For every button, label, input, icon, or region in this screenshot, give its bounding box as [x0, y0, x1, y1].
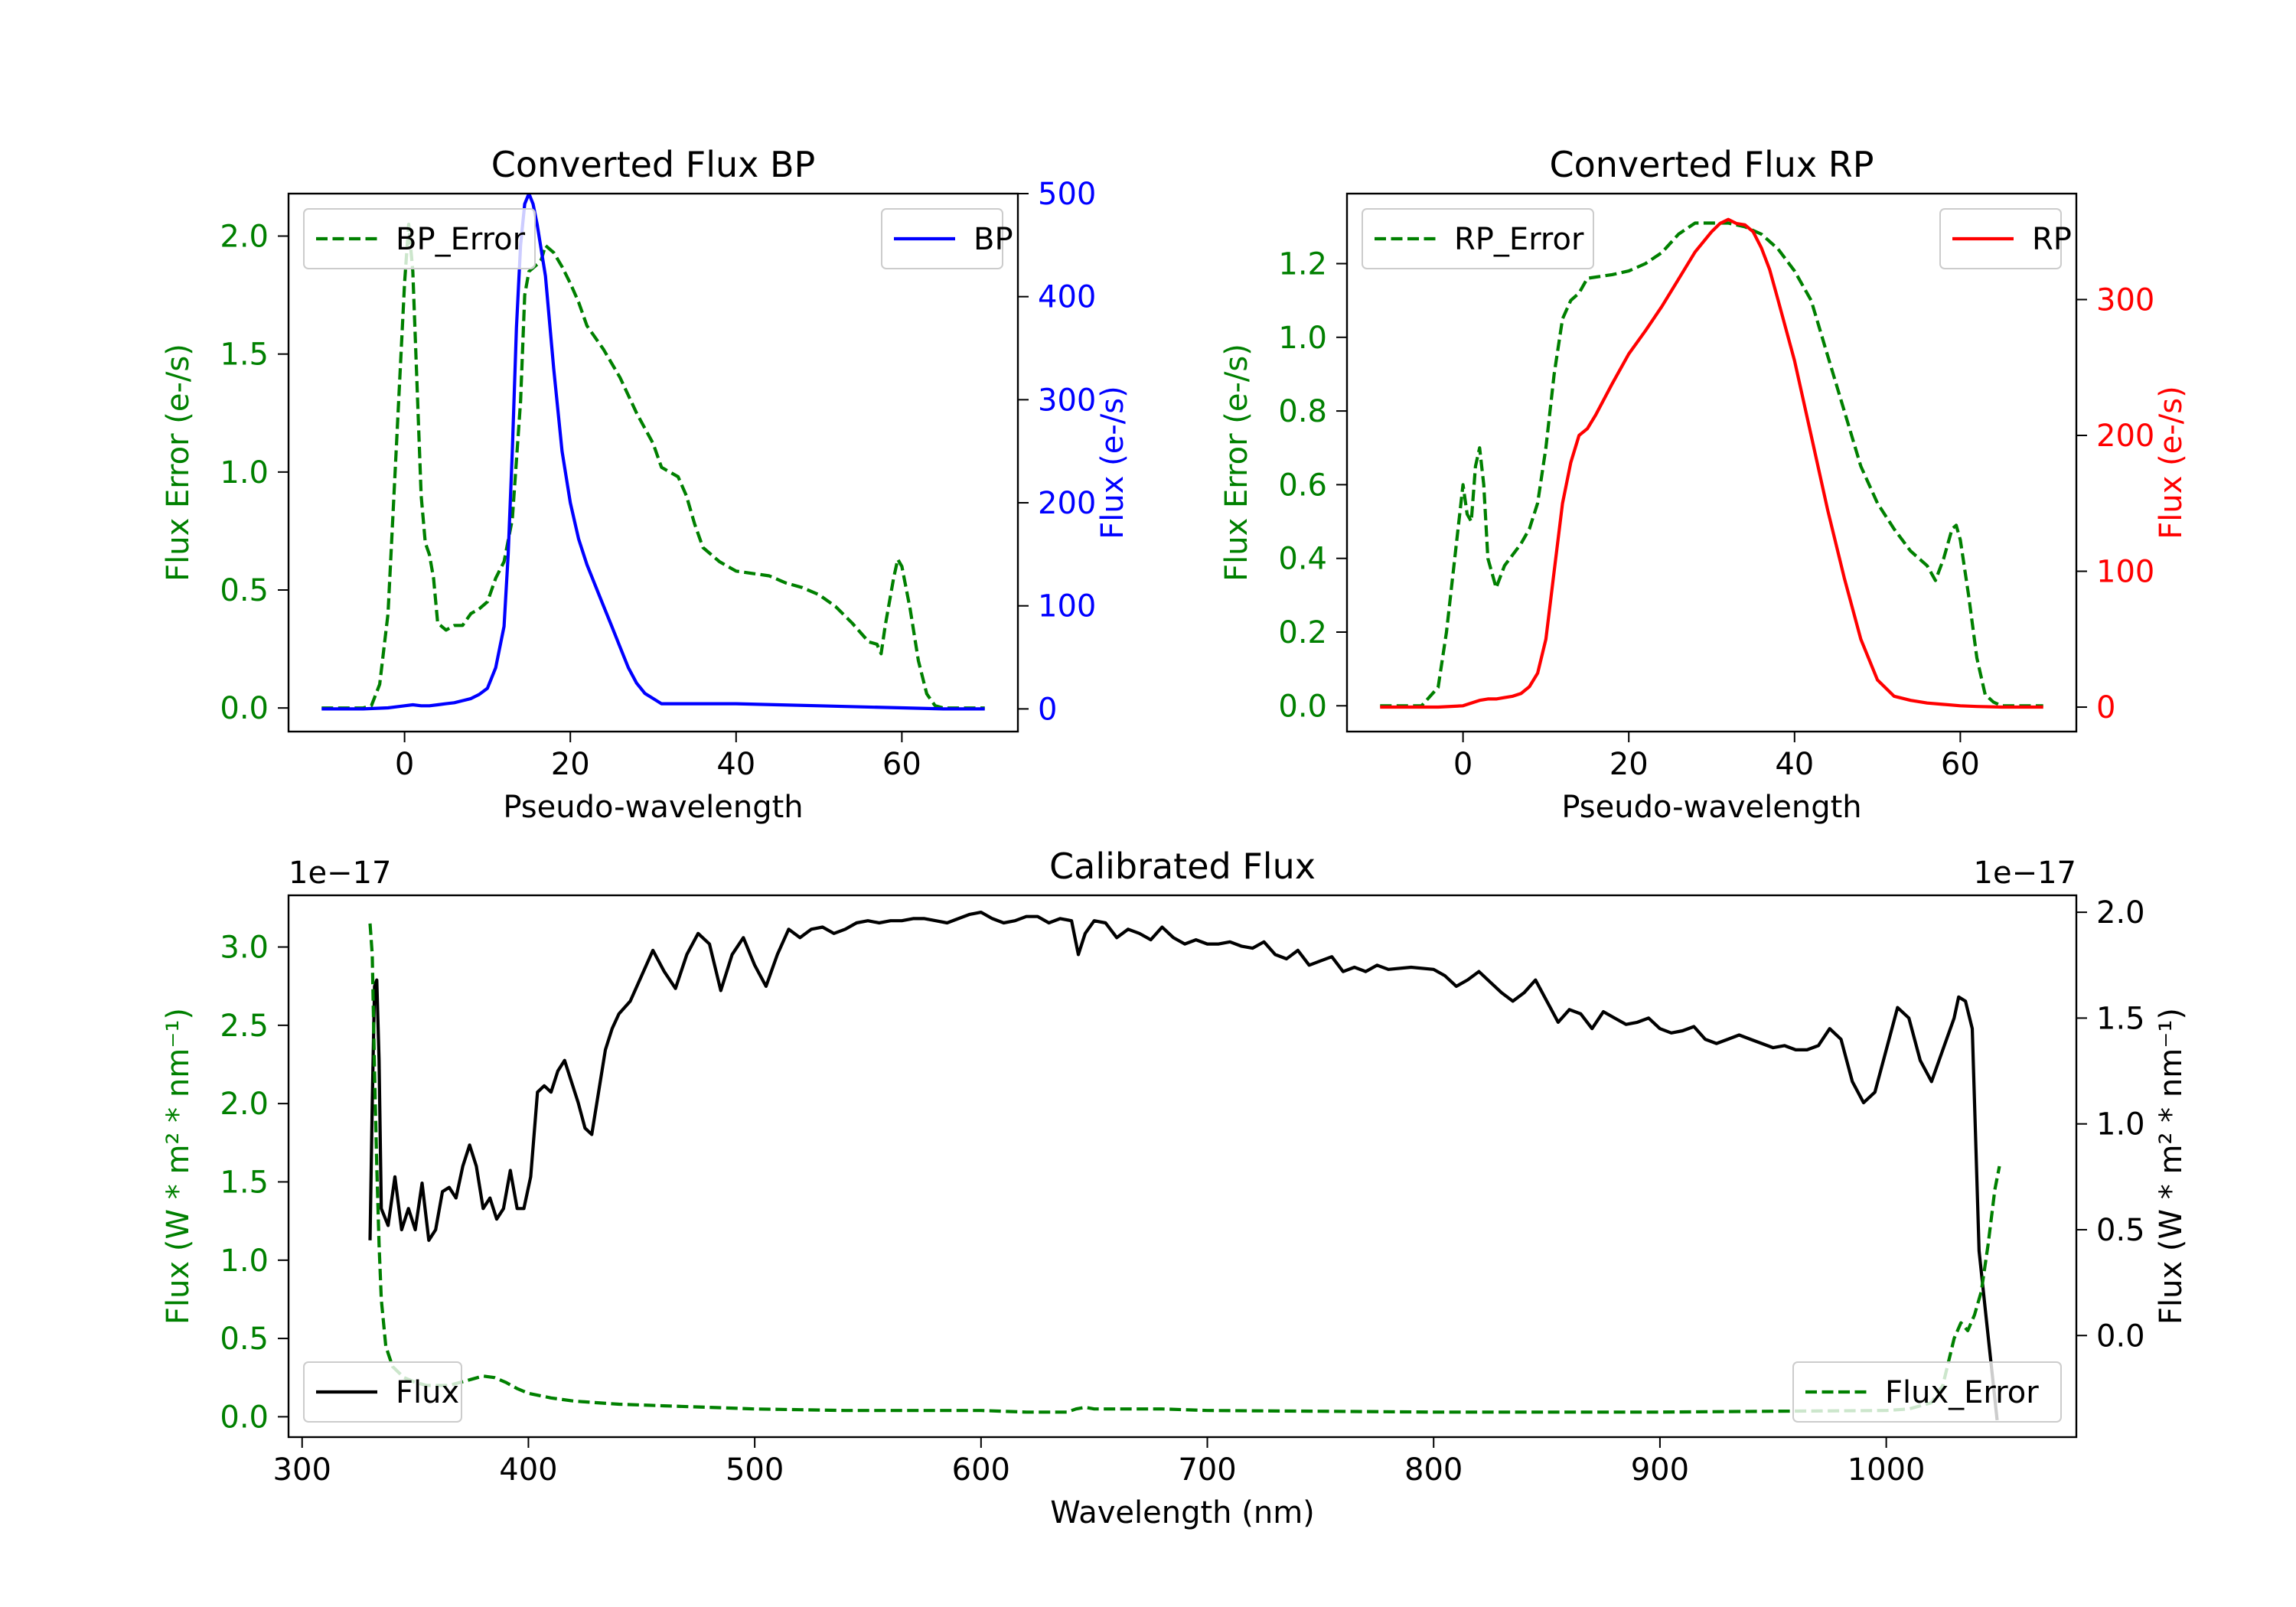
- cal-xtick-label: 900: [1631, 1452, 1689, 1488]
- rp-left-ytick-label: 1.2: [1278, 246, 1327, 282]
- bp-left-ytick-label: 1.0: [220, 455, 269, 491]
- cal-left-ytick-label: 2.5: [220, 1009, 269, 1044]
- bp-left-ytick-label: 0.0: [220, 691, 269, 726]
- bp-left-ytick-label: 1.5: [220, 337, 269, 373]
- rp-left-ytick-label: 0.6: [1278, 468, 1327, 503]
- bp-xlabel: Pseudo-wavelength: [503, 790, 803, 825]
- cal-legend-flux: Flux: [303, 1361, 462, 1423]
- bp-right-ytick-label: 200: [1038, 486, 1096, 521]
- rp-legend-rp-error: RP_Error: [1362, 208, 1594, 269]
- plots-layer: Converted Flux BP 0 20 40 60 Pseudo-wavelengt…: [161, 144, 2189, 1530]
- cal-left-offset-text: 1e−17: [289, 856, 391, 891]
- rp-xtick-label: 0: [1453, 747, 1473, 782]
- bp-right-ytick-label: 0: [1038, 692, 1057, 727]
- rp-right-ytick-label: 0: [2096, 690, 2115, 725]
- rp-legend-rp: RP: [1939, 208, 2072, 269]
- cal-right-ytick-label: 1.0: [2096, 1107, 2145, 1143]
- cal-legend-flux-error: Flux_Error: [1792, 1361, 2062, 1423]
- legend-label: RP: [2032, 222, 2072, 257]
- legend-label: BP_Error: [396, 222, 526, 257]
- bp-right-ytick-label: 400: [1038, 280, 1096, 315]
- cal-line-flux: [368, 911, 1999, 1421]
- bp-left-ylabel: Flux Error (e-/s): [161, 344, 196, 582]
- bp-line-bp-error: [321, 223, 985, 710]
- bp-xtick-label: 40: [716, 747, 755, 782]
- bp-chart: Converted Flux BP 0 20 40 60 Pseudo-wavelengt…: [161, 144, 1130, 825]
- bp-left-ytick-label: 0.5: [220, 573, 269, 608]
- bp-right-ylabel: Flux (e-/s): [1095, 386, 1130, 539]
- rp-right-ytick-label: 100: [2096, 555, 2154, 590]
- bp-right-ytick-label: 100: [1038, 589, 1096, 624]
- cal-right-offset-text: 1e−17: [1974, 856, 2076, 891]
- rp-xlabel: Pseudo-wavelength: [1561, 790, 1861, 825]
- bp-axes-frame: [287, 192, 1019, 733]
- rp-left-ytick-label: 0.0: [1278, 689, 1327, 724]
- rp-title: Converted Flux RP: [1550, 144, 1874, 185]
- rp-right-ytick-label: 300: [2096, 282, 2154, 318]
- cal-xtick-label: 500: [726, 1452, 784, 1488]
- cal-right-ytick-label: 0.5: [2096, 1213, 2145, 1248]
- rp-left-ytick-label: 1.0: [1278, 321, 1327, 356]
- cal-right-ytick-label: 2.0: [2096, 895, 2145, 931]
- rp-xtick-label: 60: [1941, 747, 1980, 782]
- legend-label: RP_Error: [1454, 222, 1584, 257]
- legend-label: BP: [974, 222, 1013, 257]
- cal-right-ytick-label: 0.0: [2096, 1319, 2145, 1354]
- cal-xtick-label: 300: [273, 1452, 331, 1488]
- cal-xtick-label: 600: [952, 1452, 1010, 1488]
- bp-right-ytick-label: 500: [1038, 177, 1096, 212]
- cal-axes-frame: [287, 894, 2078, 1439]
- rp-left-ytick-label: 0.8: [1278, 394, 1327, 429]
- rp-series-group: [1380, 217, 2043, 709]
- cal-left-ytick-label: 0.5: [220, 1322, 269, 1357]
- bp-left-ytick-label: 2.0: [220, 220, 269, 255]
- bp-xtick-label: 20: [551, 747, 590, 782]
- cal-left-ylabel: Flux (W * m² * nm⁻¹): [161, 1008, 196, 1325]
- cal-left-ytick-label: 3.0: [220, 931, 269, 966]
- cal-left-ytick-label: 2.0: [220, 1087, 269, 1122]
- rp-left-ytick-label: 0.4: [1278, 542, 1327, 577]
- rp-xtick-label: 20: [1609, 747, 1649, 782]
- cal-xtick-label: 400: [499, 1452, 557, 1488]
- rp-chart: Converted Flux RP 0 20 40 60 Pseudo-wavelengt…: [1219, 144, 2189, 825]
- bp-xtick-label: 0: [395, 747, 414, 782]
- legend-box: [303, 208, 536, 269]
- cal-xlabel: Wavelength (nm): [1050, 1495, 1315, 1530]
- cal-xtick-label: 1000: [1848, 1452, 1926, 1488]
- rp-line-rp: [1380, 217, 2043, 709]
- bp-line-bp: [321, 194, 985, 711]
- bp-legend-bp: BP: [881, 208, 1013, 269]
- rp-right-ylabel: Flux (e-/s): [2154, 386, 2189, 539]
- cal-title: Calibrated Flux: [1049, 846, 1316, 887]
- bp-series-group: [321, 194, 985, 711]
- legend-box: [1792, 1361, 2062, 1423]
- cal-left-ytick-label: 1.0: [220, 1244, 269, 1279]
- rp-left-ytick-label: 0.2: [1278, 615, 1327, 650]
- bp-right-ytick-label: 300: [1038, 383, 1096, 418]
- bp-title: Converted Flux BP: [491, 144, 816, 185]
- legend-label: Flux_Error: [1885, 1375, 2039, 1410]
- rp-left-ylabel: Flux Error (e-/s): [1219, 344, 1254, 582]
- cal-xtick-label: 700: [1178, 1452, 1236, 1488]
- legend-box: [1362, 208, 1594, 269]
- cal-left-ytick-label: 0.0: [220, 1400, 269, 1435]
- cal-right-ylabel: Flux (W * m² * nm⁻¹): [2154, 1008, 2189, 1325]
- cal-left-ytick-label: 1.5: [220, 1165, 269, 1200]
- cal-right-ytick-label: 1.5: [2096, 1001, 2145, 1036]
- cal-xtick-label: 800: [1404, 1452, 1463, 1488]
- rp-line-rp-error: [1380, 221, 2043, 708]
- legend-box: [303, 1361, 462, 1423]
- rp-right-ytick-label: 200: [2096, 419, 2154, 454]
- legend-label: Flux: [396, 1375, 459, 1410]
- cal-chart: Calibrated Flux 300 400 500 600 700 800 900 1000…: [161, 846, 2189, 1530]
- bp-xtick-label: 60: [882, 747, 921, 782]
- rp-xtick-label: 40: [1775, 747, 1814, 782]
- rp-axes-frame: [1345, 192, 2078, 733]
- bp-legend-bp-error: BP_Error: [303, 208, 536, 269]
